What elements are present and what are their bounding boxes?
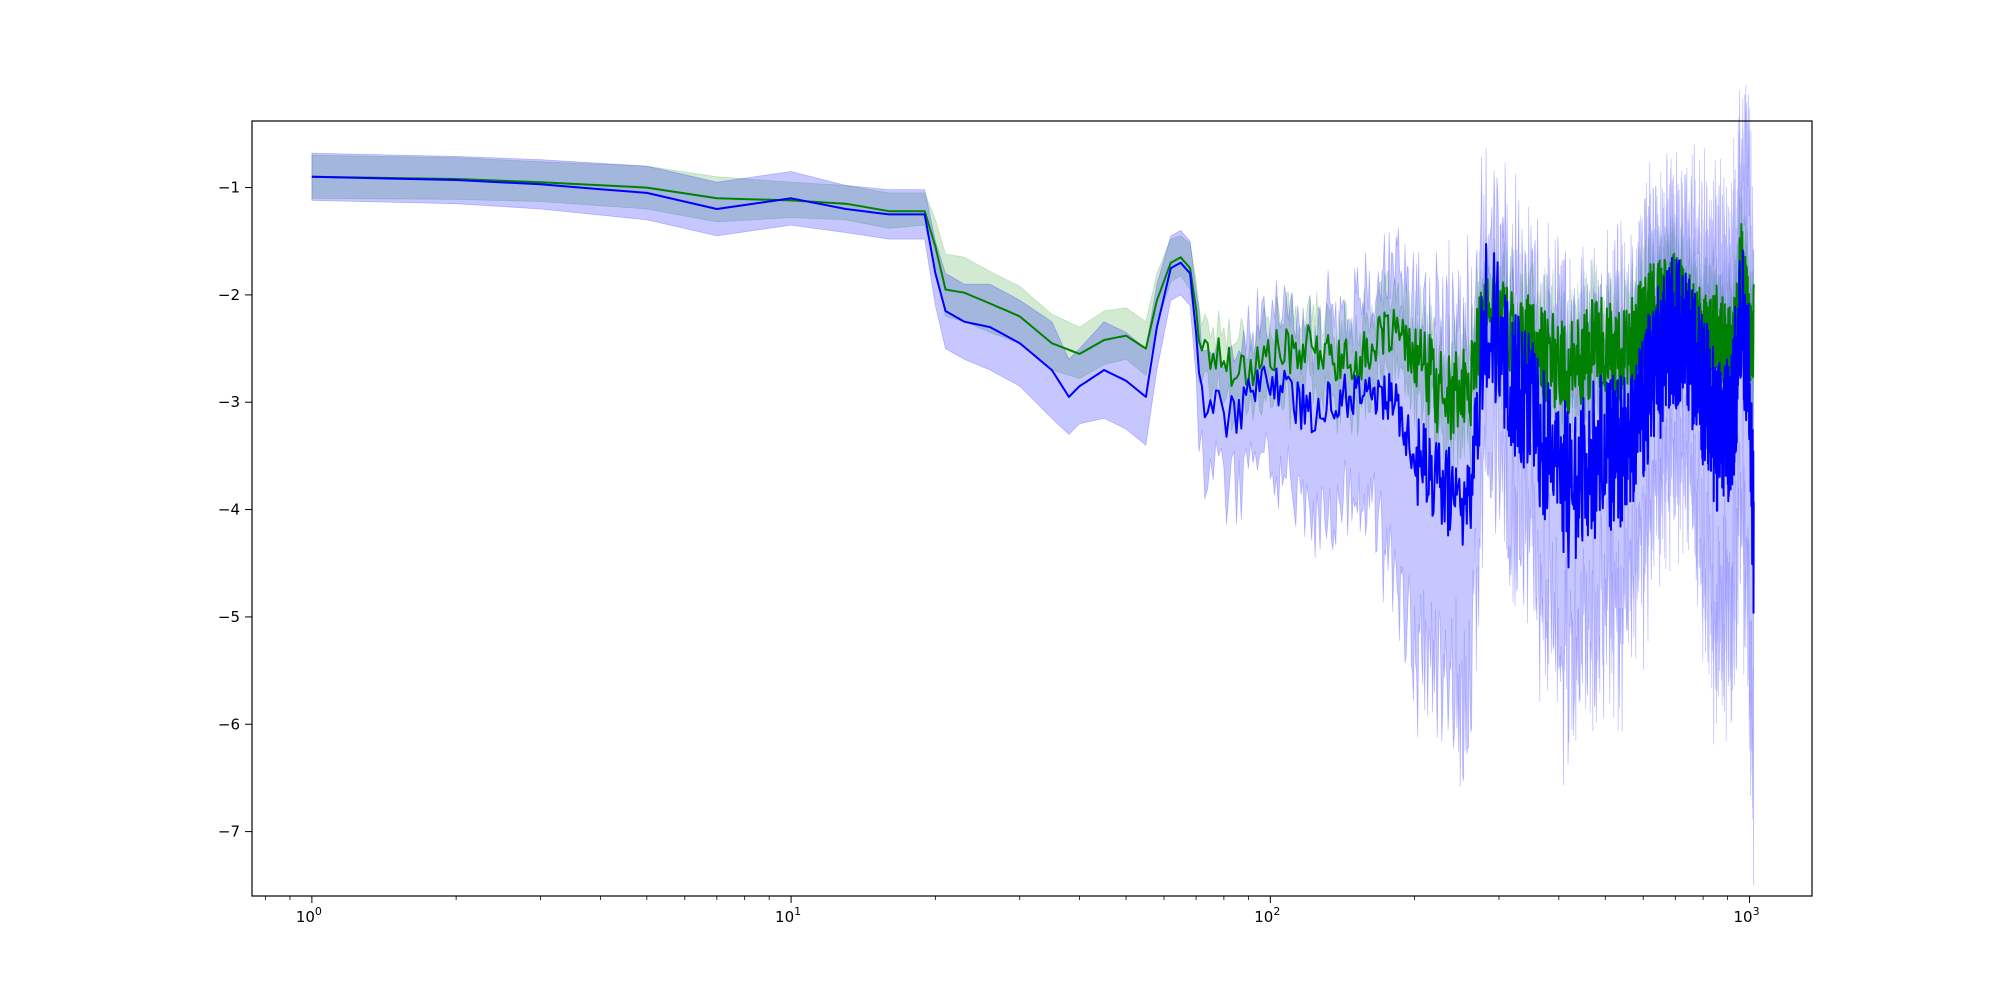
series-0-line xyxy=(311,175,1755,441)
y-tick-label: −3 xyxy=(218,393,240,411)
plot-area-frame xyxy=(251,120,1813,897)
y-tick-label: −1 xyxy=(218,179,240,197)
x-tick-base: 10 xyxy=(775,908,794,926)
series-1-line xyxy=(311,175,1755,614)
x-tick-base: 10 xyxy=(1733,908,1752,926)
y-axis: −1 −2 −3 −4 −5 −6 −7 xyxy=(218,179,252,841)
x-tick-exponent: 0 xyxy=(315,905,322,918)
y-tick-label: −7 xyxy=(218,823,240,841)
x-axis: 100 101 102 103 xyxy=(265,896,1760,926)
x-tick-label: 101 xyxy=(775,905,801,926)
x-tick-base: 10 xyxy=(296,908,315,926)
series-lines xyxy=(311,175,1755,614)
y-tick-label: −5 xyxy=(218,608,240,626)
y-tick-label: −6 xyxy=(218,715,240,733)
x-tick-label: 102 xyxy=(1254,905,1280,926)
x-tick-label: 100 xyxy=(296,905,322,926)
y-tick-label: −4 xyxy=(218,501,240,519)
x-tick-label: 103 xyxy=(1733,905,1759,926)
x-tick-exponent: 2 xyxy=(1273,905,1280,918)
x-tick-exponent: 3 xyxy=(1753,905,1760,918)
x-tick-base: 10 xyxy=(1254,908,1273,926)
y-tick-label: −2 xyxy=(218,286,240,304)
x-tick-exponent: 1 xyxy=(794,905,801,918)
